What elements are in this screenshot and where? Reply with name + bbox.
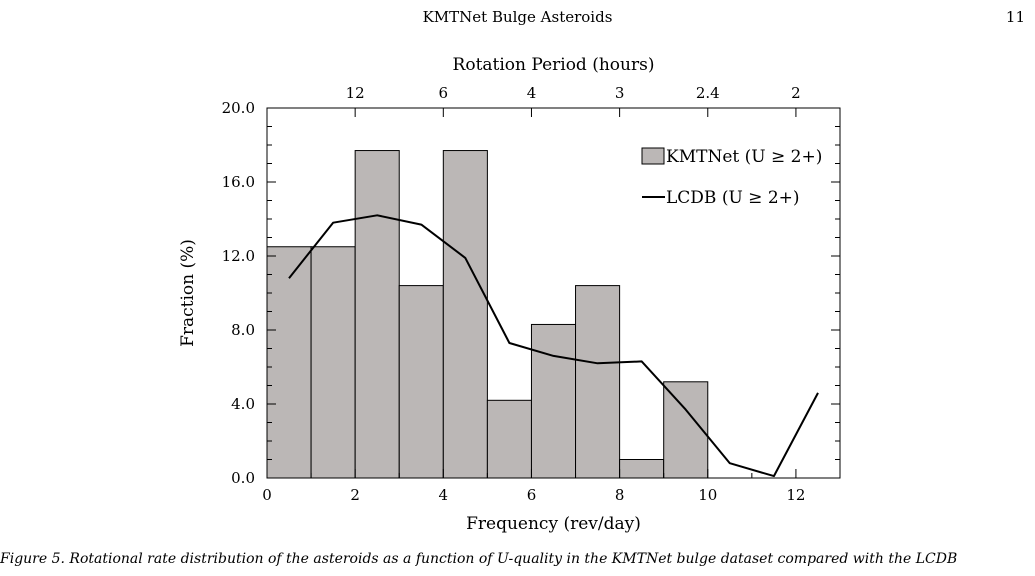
figure-caption: Figure 5. Rotational rate distribution o… <box>0 551 958 567</box>
bar-9 <box>663 381 709 479</box>
legend-swatch-kmtnet <box>641 147 665 165</box>
running-head: KMTNet Bulge Asteroids <box>422 8 613 26</box>
y-tick-label-4: 16.0 <box>222 173 255 191</box>
x-tick-label-0: 0 <box>262 486 272 504</box>
y-axis-label: Fraction (%) <box>178 239 198 347</box>
bar-7 <box>575 285 621 479</box>
lcdb-line-layer <box>288 214 819 478</box>
top-tick-label-0: 12 <box>346 84 365 102</box>
top-tick-label-2: 4 <box>527 84 537 102</box>
x-tick-label-6: 12 <box>786 486 805 504</box>
x-tick-label-3: 6 <box>527 486 537 504</box>
x-axis-label: Frequency (rev/day) <box>466 514 641 534</box>
top-tick-label-4: 2.4 <box>696 84 720 102</box>
legend-label-lcdb: LCDB (U ≥ 2+) <box>666 188 800 208</box>
bar-3 <box>398 285 444 479</box>
y-tick-label-0: 0.0 <box>231 469 255 487</box>
y-tick-label-3: 12.0 <box>222 247 255 265</box>
legend: KMTNet (U ≥ 2+) LCDB (U ≥ 2+) <box>641 147 822 208</box>
bar-1 <box>310 246 356 479</box>
y-tick-label-2: 8.0 <box>231 321 255 339</box>
y-tick-label-1: 4.0 <box>231 395 255 413</box>
rotation-frequency-chart: 0 2 4 6 8 10 120.04.08.012.016.020.012 6 4 3 2.4 2 … <box>178 55 841 534</box>
y-tick-label-5: 20.0 <box>222 99 255 117</box>
page-number: 11 <box>1005 8 1025 26</box>
x-tick-label-2: 4 <box>439 486 449 504</box>
histogram-bars <box>266 150 709 479</box>
bar-8 <box>619 459 665 479</box>
x-tick-label-4: 8 <box>615 486 625 504</box>
top-tick-label-5: 2 <box>791 84 801 102</box>
bar-2 <box>354 150 400 479</box>
top-axis-label: Rotation Period (hours) <box>453 55 655 75</box>
legend-label-kmtnet: KMTNet (U ≥ 2+) <box>666 147 822 167</box>
bar-6 <box>530 323 577 479</box>
bar-5 <box>486 399 532 479</box>
x-tick-label-5: 10 <box>698 486 717 504</box>
x-tick-label-1: 2 <box>350 486 360 504</box>
lcdb-series-line <box>288 214 819 478</box>
bar-4 <box>442 150 488 479</box>
axis-tick-labels: 0 2 4 6 8 10 12 0.0 4.0 8.0 12.0 16.0 20.0 12 6 4 3 2.4 2 <box>222 84 806 504</box>
top-tick-label-1: 6 <box>439 84 449 102</box>
bar-0 <box>266 246 312 479</box>
top-tick-label-3: 3 <box>615 84 625 102</box>
axis-ticks <box>266 107 841 479</box>
